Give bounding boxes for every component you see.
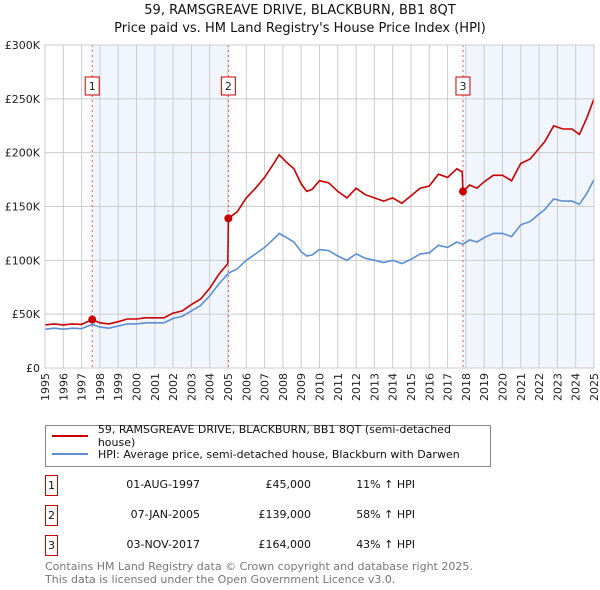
x-tick-label: 1997 <box>76 373 89 401</box>
y-tick-label: £50K <box>12 308 41 321</box>
sale-label-box <box>455 76 471 96</box>
x-tick-label: 2004 <box>204 373 217 401</box>
x-tick-label: 2021 <box>515 373 528 401</box>
sale-hpi: 11% ↑ HPI <box>356 478 415 491</box>
legend-swatch-blue <box>52 453 88 455</box>
x-tick-label: 2014 <box>387 373 400 401</box>
x-tick-label: 2015 <box>405 373 418 401</box>
x-tick-label: 2006 <box>240 373 253 401</box>
x-tick-label: 1998 <box>94 373 107 401</box>
sale-number: 3 <box>45 535 58 556</box>
x-tick-label: 2010 <box>314 373 327 401</box>
sale-hpi: 43% ↑ HPI <box>356 538 415 551</box>
x-tick-label: 2017 <box>442 373 455 401</box>
x-tick-label: 2023 <box>551 373 564 401</box>
x-tick-label: 2009 <box>295 373 308 401</box>
sale-price: £164,000 <box>258 538 312 551</box>
footer-copyright: Contains HM Land Registry data © Crown c… <box>45 560 473 573</box>
y-tick-label: £0 <box>26 362 40 375</box>
x-tick-label: 2008 <box>277 373 290 401</box>
price-chart: 1995 1996 1997 1998 1999 2000 2001 2002 2003 2004… <box>5 39 600 401</box>
hpi-line <box>44 179 595 331</box>
legend-label: 59, RAMSGREAVE DRIVE, BLACKBURN, BB1 8QT… <box>97 423 451 449</box>
sale-price: £139,000 <box>258 508 312 521</box>
x-tick-label: 1995 <box>39 373 52 401</box>
x-tick-label: 2002 <box>167 373 180 401</box>
x-tick-label: 2003 <box>185 373 198 401</box>
x-tick-label: 2018 <box>460 373 473 401</box>
sale-price: £45,000 <box>265 478 312 491</box>
x-tick-label: 1996 <box>57 373 70 401</box>
chart-subtitle: Price paid vs. HM Land Registry's House … <box>114 21 486 36</box>
sale-number: 2 <box>45 505 58 526</box>
sale-point <box>224 214 233 223</box>
sale-label: 2 <box>225 80 232 93</box>
x-tick-label: 1999 <box>112 373 125 401</box>
legend-swatch-red <box>52 435 88 437</box>
x-tick-label: 2019 <box>478 373 491 401</box>
sale-label: 1 <box>89 80 96 93</box>
legend-item-hpi: HPI: Average price, semi-detached house,… <box>52 446 460 462</box>
sale-date: 03-NOV-2017 <box>126 538 200 551</box>
y-tick-label: £150K <box>5 201 41 214</box>
x-tick-label: 2020 <box>497 373 510 401</box>
legend-item-property: 59, RAMSGREAVE DRIVE, BLACKBURN, BB1 8QT… <box>52 423 490 449</box>
x-tick-label: 2007 <box>259 373 272 401</box>
x-tick-label: 2013 <box>368 373 381 401</box>
y-tick-label: £300K <box>5 39 41 52</box>
y-tick-label: £200K <box>5 147 41 160</box>
x-tick-label: 2012 <box>350 373 363 401</box>
chart-title: 59, RAMSGREAVE DRIVE, BLACKBURN, BB1 8QT <box>144 3 456 18</box>
sale-label-box <box>84 76 100 96</box>
legend-label: HPI: Average price, semi-detached house,… <box>98 447 460 461</box>
sale-date: 01-AUG-1997 <box>126 478 200 491</box>
sale-point <box>88 315 97 324</box>
sale-point <box>458 187 467 196</box>
sale-hpi: 58% ↑ HPI <box>356 508 415 521</box>
x-tick-label: 2024 <box>570 373 583 401</box>
sale-label: 3 <box>459 80 466 93</box>
y-tick-label: £250K <box>5 93 41 106</box>
x-tick-label: 2001 <box>149 373 162 401</box>
x-tick-label: 2000 <box>131 373 144 401</box>
sale-label-box <box>220 76 236 96</box>
x-tick-label: 2011 <box>332 373 345 401</box>
footer-licence: This data is licensed under the Open Gov… <box>45 573 396 586</box>
plot-border <box>44 44 595 369</box>
y-tick-label: £100K <box>5 254 41 267</box>
x-tick-label: 2016 <box>423 373 436 401</box>
x-tick-label: 2025 <box>588 373 600 401</box>
property-price-line <box>44 98 595 326</box>
x-tick-label: 2005 <box>222 373 235 401</box>
sale-number: 1 <box>45 475 58 496</box>
legend: 59, RAMSGREAVE DRIVE, BLACKBURN, BB1 8QT… <box>45 423 491 467</box>
sale-date: 07-JAN-2005 <box>130 508 200 521</box>
x-tick-label: 2022 <box>533 373 546 401</box>
